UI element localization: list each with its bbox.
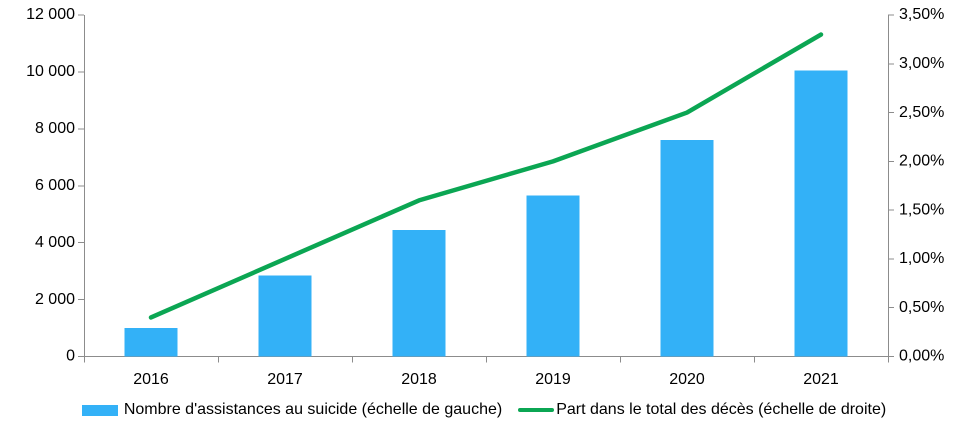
x-axis-category-label: 2016	[133, 371, 169, 388]
line-series-swatch	[518, 407, 555, 413]
left-axis-tick-label: 2 000	[35, 291, 75, 308]
left-axis-tick-label: 10 000	[26, 63, 75, 80]
bar-2020	[660, 140, 714, 357]
line-series-path	[148, 32, 824, 320]
left-axis-tick-label: 8 000	[35, 120, 75, 137]
chart-legend: Nombre d'assistances au suicide (échelle…	[0, 394, 968, 426]
x-axis-category-label: 2020	[669, 371, 705, 388]
left-axis-tick-label: 0	[66, 348, 75, 365]
right-axis-tick-label: 1,00%	[899, 250, 944, 267]
bar-2016	[124, 328, 178, 357]
legend-label-bar-series: Nombre d'assistances au suicide (échelle…	[123, 401, 503, 418]
bar-2021	[794, 70, 848, 357]
bar-series-swatch	[81, 404, 118, 416]
right-axis-tick-label: 2,00%	[899, 153, 944, 170]
x-axis-category-label: 2017	[267, 371, 303, 388]
bar-2019	[526, 195, 580, 357]
x-axis-category-label: 2021	[803, 371, 839, 388]
left-axis-tick-label: 4 000	[35, 234, 75, 251]
chart-canvas: 0 2 000 4 000 6 000 8 000 10 000 12 000 0,00% 0,…	[26, 6, 944, 388]
right-axis-tick-label: 0,00%	[899, 348, 944, 365]
left-axis-tick-label: 6 000	[35, 177, 75, 194]
bar-2018	[392, 229, 446, 357]
bar-2017	[258, 275, 312, 357]
x-axis-category-label: 2018	[401, 371, 437, 388]
legend-item-line-series: Part dans le total des décès (échelle de…	[518, 402, 886, 418]
right-axis-tick-label: 3,50%	[899, 6, 944, 23]
left-axis-tick-label: 12 000	[26, 6, 75, 23]
right-axis-tick-label: 0,50%	[899, 299, 944, 316]
right-axis-tick-label: 3,00%	[899, 55, 944, 72]
right-axis-tick-label: 1,50%	[899, 201, 944, 218]
legend-label-line-series: Part dans le total des décès (échelle de…	[556, 401, 887, 418]
right-axis-tick-label: 2,50%	[899, 104, 944, 121]
legend-item-bar-series: Nombre d'assistances au suicide (échelle…	[81, 401, 503, 418]
x-axis-category-label: 2019	[535, 371, 571, 388]
